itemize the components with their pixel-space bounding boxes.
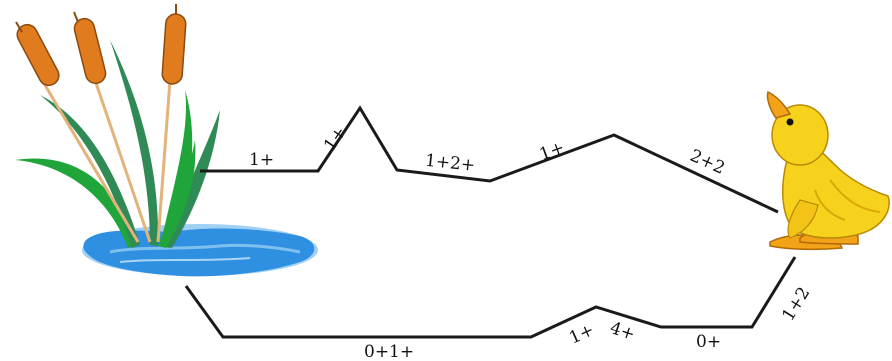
lower-label-4: 0+ [696, 332, 721, 352]
lower-label-5: 1+2 [778, 284, 814, 325]
lower-label-1: 0+1+ [364, 342, 414, 361]
upper-label-3: 1+2+ [424, 151, 476, 176]
pond-with-cattails-icon [14, 4, 318, 276]
lower-label-2: 1+ [566, 320, 597, 348]
lower-label-3: 4+ [607, 318, 637, 345]
upper-label-4: 1+ [537, 138, 567, 165]
duckling-icon [767, 92, 889, 249]
upper-label-1: 1+ [249, 150, 274, 170]
upper-label-5: 2+2 [687, 146, 728, 179]
